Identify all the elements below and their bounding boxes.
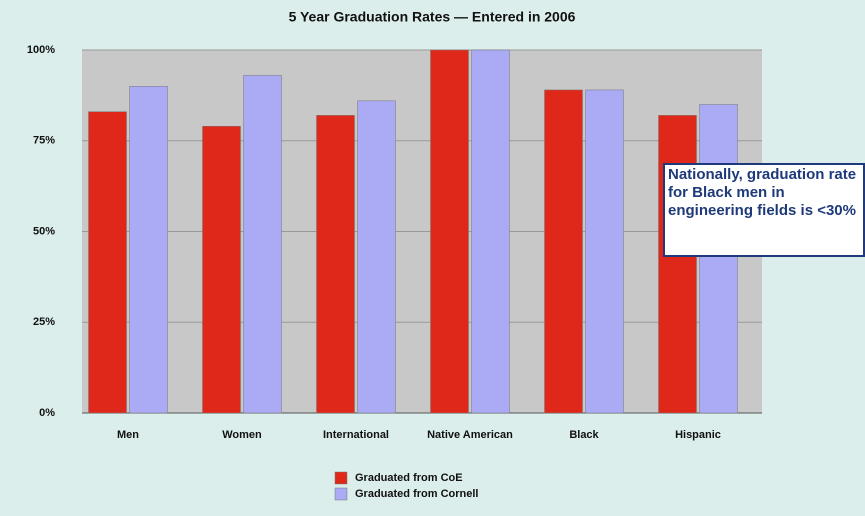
y-tick-label: 0% xyxy=(39,407,55,419)
bar xyxy=(88,111,127,414)
x-tick-label: Women xyxy=(222,429,262,441)
bar xyxy=(585,89,624,414)
y-tick-label: 75% xyxy=(33,135,55,147)
y-tick-label: 100% xyxy=(27,44,55,56)
legend-label: Graduated from Cornell xyxy=(355,488,478,500)
bar xyxy=(316,115,355,414)
legend-swatch xyxy=(334,471,348,485)
bar xyxy=(202,125,241,414)
annotation: Nationally, graduation rate for Black me… xyxy=(663,163,865,257)
x-tick-label: Native American xyxy=(427,429,513,441)
chart-title: 5 Year Graduation Rates — Entered in 200… xyxy=(289,9,576,25)
legend-swatch xyxy=(334,487,348,501)
bar xyxy=(430,49,469,414)
bar xyxy=(699,104,738,414)
bar xyxy=(129,86,168,414)
y-tick-label: 25% xyxy=(33,316,55,328)
bar xyxy=(243,75,282,414)
y-tick-label: 50% xyxy=(33,225,55,237)
x-tick-label: International xyxy=(323,429,389,441)
bar xyxy=(471,49,510,414)
bar xyxy=(544,89,583,414)
x-tick-label: Hispanic xyxy=(675,429,721,441)
legend-label: Graduated from CoE xyxy=(355,472,463,484)
x-tick-label: Men xyxy=(117,429,139,441)
x-tick-label: Black xyxy=(569,429,599,441)
bar xyxy=(658,115,697,414)
bar xyxy=(357,100,396,414)
